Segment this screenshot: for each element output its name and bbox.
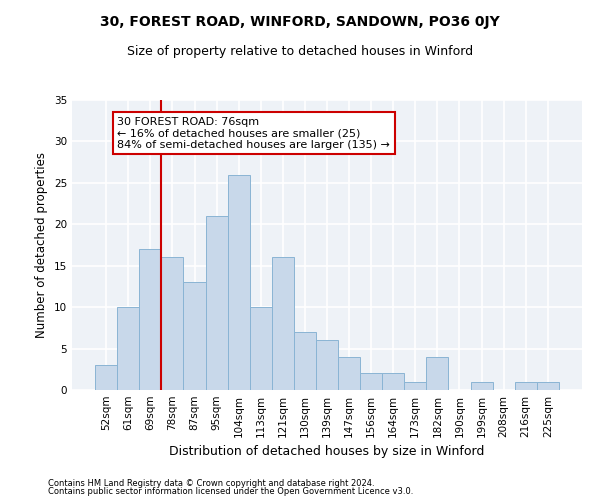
Bar (316, 340, 338, 390)
X-axis label: Distribution of detached houses by size in Winford: Distribution of detached houses by size … (169, 446, 485, 458)
Bar (338, 357, 360, 390)
Y-axis label: Number of detached properties: Number of detached properties (35, 152, 49, 338)
Bar (515, 382, 537, 390)
Bar (161, 258, 184, 390)
Bar (139, 249, 161, 390)
Bar (427, 357, 448, 390)
Bar (117, 307, 139, 390)
Text: Size of property relative to detached houses in Winford: Size of property relative to detached ho… (127, 45, 473, 58)
Text: 30, FOREST ROAD, WINFORD, SANDOWN, PO36 0JY: 30, FOREST ROAD, WINFORD, SANDOWN, PO36 … (100, 15, 500, 29)
Text: Contains HM Land Registry data © Crown copyright and database right 2024.: Contains HM Land Registry data © Crown c… (48, 478, 374, 488)
Bar (250, 307, 272, 390)
Bar (206, 216, 227, 390)
Bar (470, 382, 493, 390)
Bar (184, 282, 206, 390)
Bar (537, 382, 559, 390)
Bar (272, 258, 294, 390)
Bar (382, 374, 404, 390)
Bar (404, 382, 427, 390)
Bar (227, 174, 250, 390)
Text: 30 FOREST ROAD: 76sqm
← 16% of detached houses are smaller (25)
84% of semi-deta: 30 FOREST ROAD: 76sqm ← 16% of detached … (117, 116, 390, 150)
Bar (360, 374, 382, 390)
Bar (294, 332, 316, 390)
Bar (95, 365, 117, 390)
Text: Contains public sector information licensed under the Open Government Licence v3: Contains public sector information licen… (48, 487, 413, 496)
